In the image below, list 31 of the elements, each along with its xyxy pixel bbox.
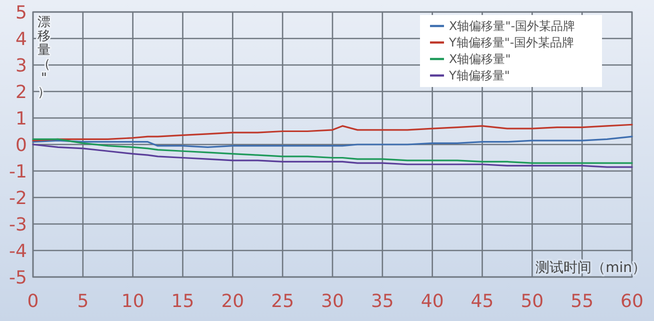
legend-label: X轴偏移量"-国外某品牌 bbox=[449, 19, 576, 34]
x-tick-label: 5 bbox=[77, 291, 89, 312]
y-tick-label: -5 bbox=[9, 267, 27, 288]
line-series bbox=[32, 138, 633, 164]
y-tick-label: -1 bbox=[9, 161, 27, 182]
line-series bbox=[32, 136, 633, 148]
x-tick-label: 15 bbox=[171, 291, 194, 312]
y-tick-label: 2 bbox=[16, 82, 27, 103]
legend-label: Y轴偏移量" bbox=[448, 68, 510, 83]
x-tick-label: 10 bbox=[121, 291, 144, 312]
y-tick-label: 1 bbox=[16, 108, 27, 130]
line-series bbox=[32, 144, 633, 168]
y-tick-label: -4 bbox=[9, 240, 27, 262]
x-tick-label: 35 bbox=[370, 291, 394, 312]
x-tick-label: 60 bbox=[620, 291, 644, 312]
y-tick-label: 3 bbox=[16, 55, 27, 76]
legend-label: Y轴偏移量"-国外某品牌 bbox=[448, 36, 574, 50]
x-tick-label: 45 bbox=[470, 291, 494, 312]
y-tick-label: 4 bbox=[16, 28, 27, 50]
x-tick-label: 55 bbox=[570, 291, 594, 312]
y-tick-label: -3 bbox=[9, 214, 27, 236]
y-tick-label: -2 bbox=[9, 188, 27, 209]
legend-label: X轴偏移量" bbox=[449, 52, 511, 66]
y-tick-label: 0 bbox=[16, 134, 27, 156]
x-tick-label: 40 bbox=[420, 291, 444, 312]
x-tick-label: 30 bbox=[321, 291, 344, 312]
x-tick-label: 50 bbox=[520, 291, 544, 312]
y-tick-label: 5 bbox=[16, 2, 27, 24]
x-tick-label: 25 bbox=[271, 291, 294, 312]
line-series bbox=[32, 124, 633, 142]
x-tick-label: 20 bbox=[221, 291, 244, 312]
